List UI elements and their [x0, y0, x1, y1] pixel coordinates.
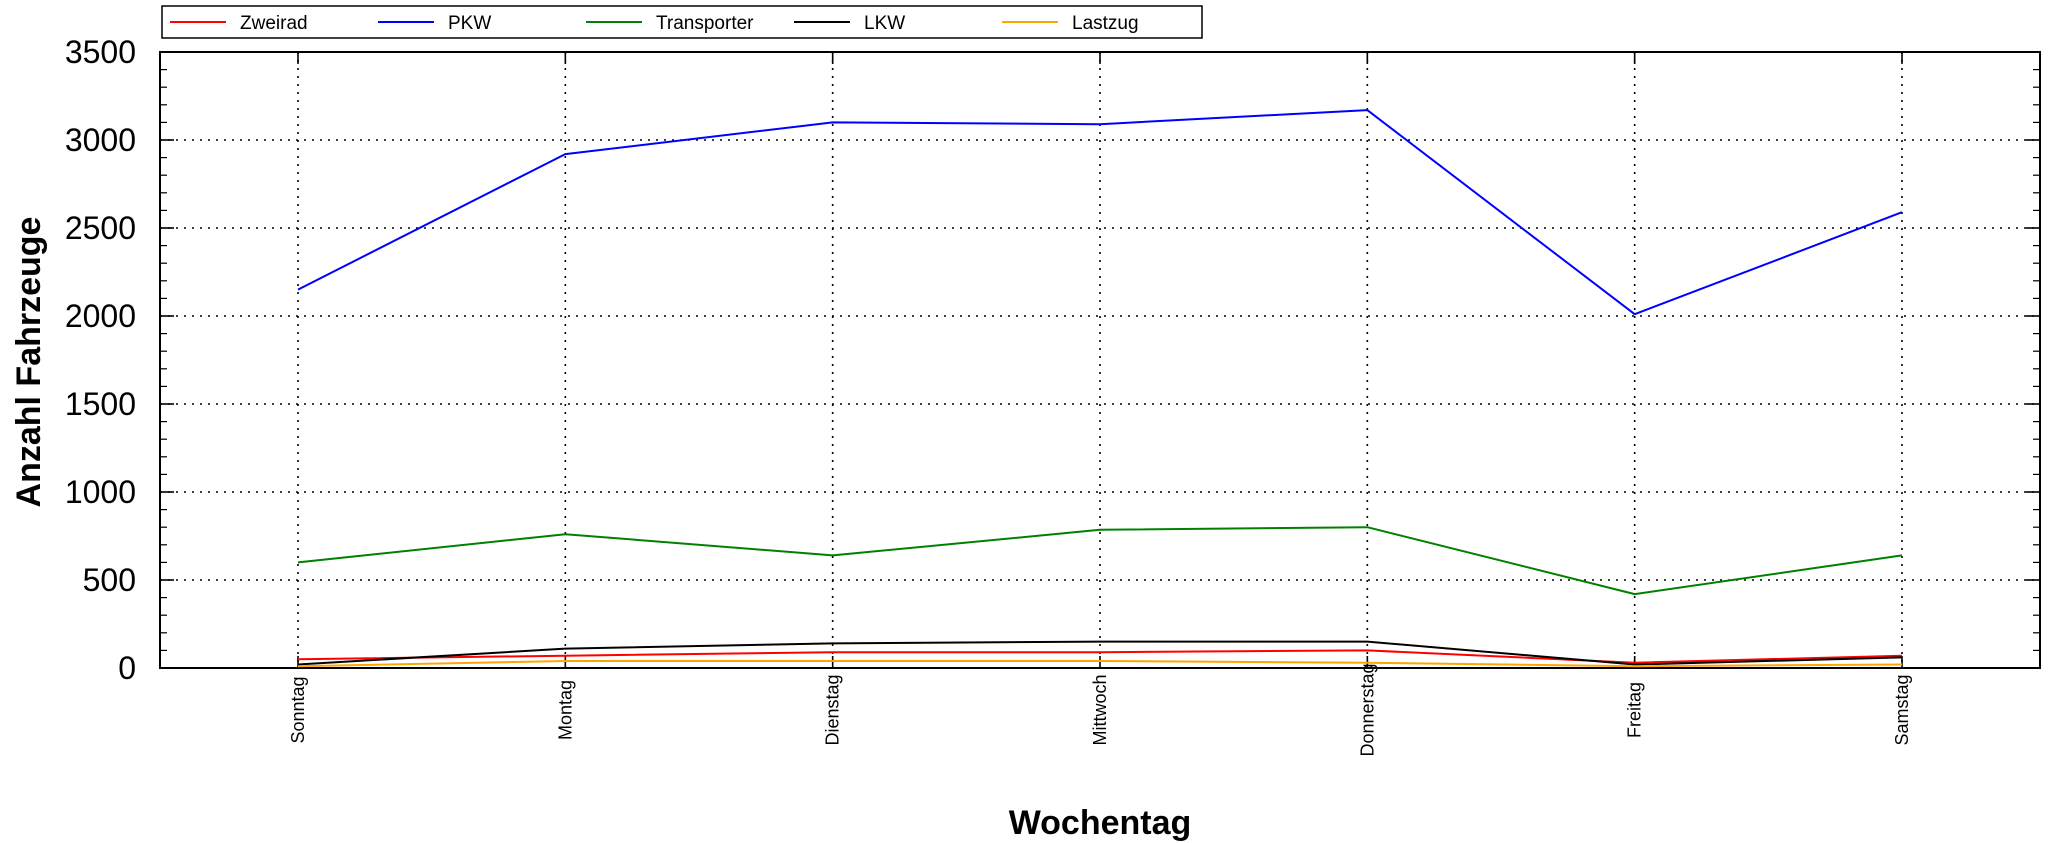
y-axis-label: Anzahl Fahrzeuge	[10, 217, 48, 508]
x-tick-label: Donnerstag	[1357, 663, 1377, 756]
series-line-lkw	[297, 640, 1903, 666]
x-tick-label: Mittwoch	[1090, 674, 1110, 745]
y-tick-label: 1500	[65, 386, 136, 422]
x-tick-label: Samstag	[1892, 674, 1912, 745]
legend-label-pkw: PKW	[448, 13, 491, 34]
y-tick-label: 2000	[65, 298, 136, 334]
x-tick-labels: Sonntag Montag Dienstag Mittwoch Donnerstag F…	[288, 663, 1912, 756]
series-lines	[297, 109, 1903, 668]
axis-ticks	[160, 51, 2040, 669]
y-tick-label: 2500	[65, 210, 136, 246]
series-line-transporter	[297, 526, 1903, 596]
x-tick-label: Dienstag	[823, 674, 843, 745]
series-line-zweirad	[297, 649, 1903, 664]
y-tick-label: 0	[118, 650, 136, 686]
y-tick-label: 3000	[65, 122, 136, 158]
legend-label-lkw: LKW	[864, 13, 905, 34]
series-line-lastzug	[297, 660, 1903, 668]
legend: Zweirad PKW Transporter LKW Lastzug	[161, 5, 1203, 39]
x-axis-label: Wochentag	[1009, 804, 1192, 842]
y-tick-label: 500	[83, 562, 136, 598]
y-tick-label: 1000	[65, 474, 136, 510]
grid-lines	[160, 52, 2040, 668]
x-tick-label: Montag	[555, 680, 575, 740]
x-tick-label: Freitag	[1625, 682, 1645, 738]
legend-label-zweirad: Zweirad	[240, 13, 308, 34]
series-line-pkw	[297, 109, 1903, 316]
legend-label-transporter: Transporter	[656, 13, 754, 34]
legend-label-lastzug: Lastzug	[1072, 13, 1139, 34]
y-tick-label: 3500	[65, 34, 136, 70]
y-tick-labels: 0 500 1000 1500 2000 2500 3000 3500	[65, 34, 136, 686]
x-tick-label: Sonntag	[288, 676, 308, 743]
